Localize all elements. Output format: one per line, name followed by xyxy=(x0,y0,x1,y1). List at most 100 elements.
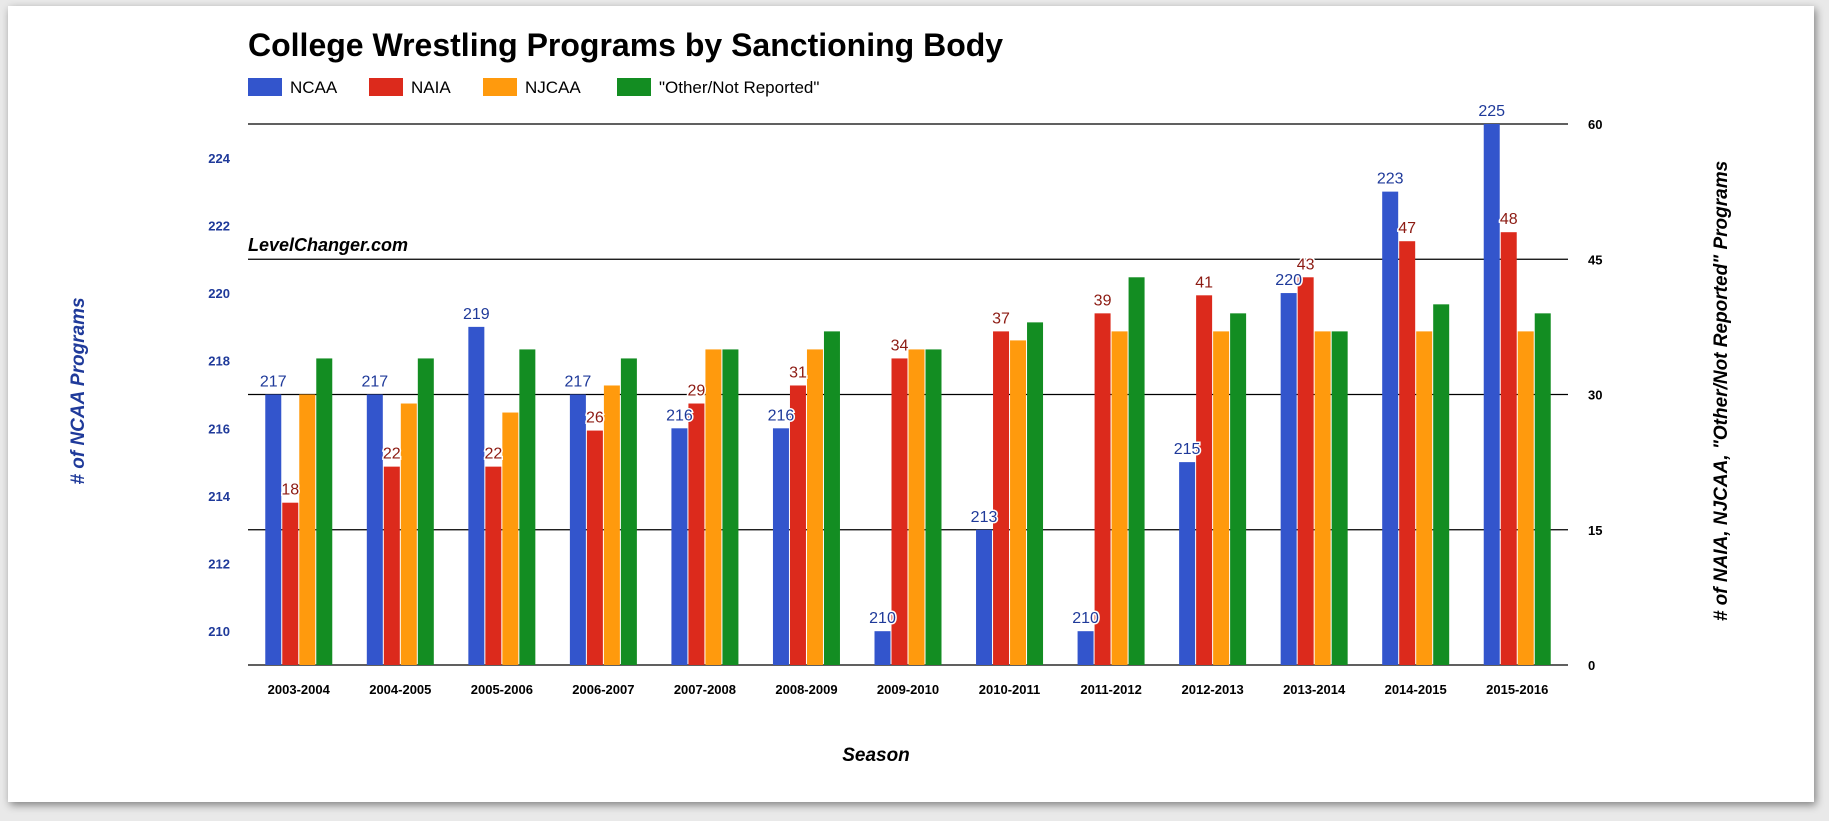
legend-swatch-3 xyxy=(617,78,651,96)
bar-3-1 xyxy=(417,358,434,665)
data-label-0-11: 223 xyxy=(1377,171,1404,188)
bar-3-4 xyxy=(722,349,739,665)
left-tick-label-7: 224 xyxy=(208,151,230,166)
bar-2-2 xyxy=(502,412,519,665)
x-tick-label-10: 2013-2014 xyxy=(1283,682,1346,697)
right-tick-label-0: 0 xyxy=(1588,658,1595,673)
legend-swatch-1 xyxy=(369,78,403,96)
data-label-1-6: 34 xyxy=(891,337,909,354)
bar-1-6 xyxy=(891,358,908,665)
right-tick-label-3: 45 xyxy=(1588,252,1602,267)
data-label-1-0: 18 xyxy=(281,482,299,499)
bar-3-9 xyxy=(1230,313,1247,665)
bar-0-10 xyxy=(1280,293,1297,665)
data-label-1-12: 48 xyxy=(1500,211,1518,228)
chart-title: College Wrestling Programs by Sanctionin… xyxy=(248,27,1003,63)
data-label-0-8: 210 xyxy=(1072,610,1099,627)
data-label-0-2: 219 xyxy=(463,306,490,323)
bar-3-5 xyxy=(823,331,840,665)
data-label-1-4: 29 xyxy=(688,383,706,400)
x-tick-label-2: 2005-2006 xyxy=(471,682,533,697)
data-label-0-3: 217 xyxy=(565,374,592,391)
bar-3-11 xyxy=(1433,304,1450,665)
bar-2-12 xyxy=(1517,331,1534,665)
bar-2-1 xyxy=(400,403,417,665)
x-tick-label-3: 2006-2007 xyxy=(572,682,634,697)
right-tick-label-2: 30 xyxy=(1588,388,1602,403)
bar-3-3 xyxy=(620,358,637,665)
legend-label-0: NCAA xyxy=(290,78,338,97)
bar-1-0 xyxy=(282,502,299,665)
left-tick-label-1: 212 xyxy=(208,557,230,572)
bar-3-7 xyxy=(1027,322,1044,665)
bar-2-7 xyxy=(1010,340,1027,665)
bar-0-12 xyxy=(1483,124,1500,665)
x-tick-label-7: 2010-2011 xyxy=(979,682,1040,697)
left-tick-label-5: 220 xyxy=(208,286,230,301)
left-tick-label-6: 222 xyxy=(208,218,230,233)
data-label-0-12: 225 xyxy=(1478,103,1505,120)
data-label-0-9: 215 xyxy=(1174,441,1201,458)
left-tick-label-4: 218 xyxy=(208,354,230,369)
bar-2-11 xyxy=(1416,331,1433,665)
bar-0-11 xyxy=(1382,191,1399,665)
bar-0-0 xyxy=(265,394,282,665)
bar-0-1 xyxy=(366,394,383,665)
bar-3-6 xyxy=(925,349,942,665)
bar-0-8 xyxy=(1077,631,1094,665)
watermark: LevelChanger.com xyxy=(248,235,408,255)
bar-0-3 xyxy=(569,394,586,665)
data-label-1-2: 22 xyxy=(484,446,502,463)
x-tick-label-8: 2011-2012 xyxy=(1080,682,1141,697)
bar-2-5 xyxy=(806,349,823,665)
bar-1-2 xyxy=(485,466,502,665)
bar-1-11 xyxy=(1399,241,1416,665)
data-label-1-11: 47 xyxy=(1398,220,1416,237)
data-label-1-5: 31 xyxy=(789,364,807,381)
data-label-0-0: 217 xyxy=(260,374,287,391)
bar-1-5 xyxy=(789,385,806,665)
data-label-1-10: 43 xyxy=(1297,256,1315,273)
left-tick-label-0: 210 xyxy=(208,624,230,639)
right-axis-ticks: 0 15 30 45 60 xyxy=(1588,117,1602,673)
bar-0-6 xyxy=(874,631,891,665)
legend-label-1: NAIA xyxy=(411,78,451,97)
bar-2-6 xyxy=(908,349,925,665)
bar-2-0 xyxy=(299,394,316,665)
data-label-0-1: 217 xyxy=(361,374,388,391)
data-label-0-6: 210 xyxy=(869,610,896,627)
data-label-1-9: 41 xyxy=(1195,274,1213,291)
bars xyxy=(265,124,1551,665)
right-tick-label-1: 15 xyxy=(1588,523,1602,538)
bar-0-4 xyxy=(671,428,688,665)
left-axis-ticks: 210 212 214 216 218 220 222 224 xyxy=(208,151,230,639)
bar-2-4 xyxy=(705,349,722,665)
bar-3-8 xyxy=(1128,277,1145,665)
data-label-1-7: 37 xyxy=(992,310,1010,327)
x-tick-label-12: 2015-2016 xyxy=(1486,682,1548,697)
data-label-0-4: 216 xyxy=(666,407,693,424)
bar-1-7 xyxy=(993,331,1010,665)
bar-3-12 xyxy=(1534,313,1551,665)
bar-2-3 xyxy=(603,385,620,665)
bar-1-9 xyxy=(1196,295,1213,665)
x-tick-label-0: 2003-2004 xyxy=(268,682,331,697)
data-label-0-10: 220 xyxy=(1275,272,1302,289)
left-tick-label-2: 214 xyxy=(208,489,230,504)
bar-1-3 xyxy=(586,430,603,665)
bar-0-7 xyxy=(976,529,993,665)
legend-swatch-0 xyxy=(248,78,282,96)
chart-frame: College Wrestling Programs by Sanctionin… xyxy=(8,6,1814,802)
bar-3-2 xyxy=(519,349,536,665)
x-axis-label: Season xyxy=(842,745,910,766)
x-tick-label-6: 2009-2010 xyxy=(877,682,939,697)
x-tick-label-11: 2014-2015 xyxy=(1385,682,1447,697)
legend-swatch-2 xyxy=(483,78,517,96)
bar-0-5 xyxy=(772,428,789,665)
left-tick-label-3: 216 xyxy=(208,421,230,436)
data-label-0-7: 213 xyxy=(971,509,998,526)
bar-labels: 217 18 217 22 219 22 217 26 216 29 216 31 210 34 213 37… xyxy=(258,102,1519,629)
right-tick-label-4: 60 xyxy=(1588,117,1602,132)
x-axis-ticks: 2003-2004 2004-2005 2005-2006 2006-2007 2007… xyxy=(268,682,1549,697)
bar-3-0 xyxy=(316,358,333,665)
